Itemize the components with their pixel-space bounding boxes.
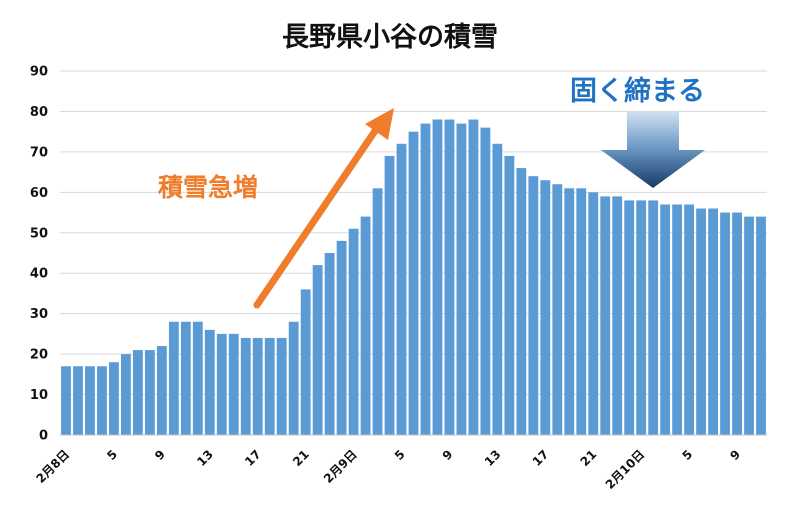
bar: [372, 188, 383, 435]
bar: [624, 200, 635, 435]
bar: [204, 329, 215, 435]
bar: [73, 366, 83, 435]
y-tick-label: 10: [30, 388, 48, 403]
bar: [408, 131, 419, 435]
bar: [516, 168, 527, 436]
x-axis: 2月8日 5 9 13 17 21 2月9日 5 9 13 17 21 2月10日 5 9: [33, 447, 743, 492]
x-tick-label: 2月9日: [321, 447, 360, 486]
bar: [456, 123, 467, 436]
compaction-annotation: 固く締まる: [570, 75, 705, 107]
bar: [180, 321, 191, 435]
y-tick-label: 30: [30, 307, 48, 322]
y-tick-label: 20: [30, 348, 48, 363]
bar: [444, 119, 455, 436]
bar: [288, 321, 299, 435]
bar: [756, 216, 766, 435]
bar: [504, 155, 515, 435]
bar: [264, 337, 275, 435]
bar: [744, 216, 754, 435]
surge-annotation: 積雪急増: [158, 173, 258, 202]
x-tick-label: 17: [530, 447, 552, 469]
bar: [660, 204, 671, 435]
bar: [228, 333, 239, 435]
bar: [312, 265, 323, 435]
x-tick-label: 5: [104, 447, 120, 463]
bar: [132, 350, 143, 435]
y-tick-label: 50: [30, 226, 48, 241]
x-tick-label: 2月8日: [33, 447, 72, 486]
y-tick-label: 60: [30, 186, 48, 201]
bar: [384, 155, 395, 435]
chart-title: 長野県小谷の積雪: [282, 22, 498, 53]
y-tick-label: 70: [30, 145, 48, 160]
x-tick-label: 9: [152, 447, 168, 463]
x-tick-label: 17: [242, 447, 264, 469]
bar-series: [61, 119, 766, 436]
bar: [552, 184, 563, 435]
x-tick-label: 2月10日: [603, 447, 648, 492]
bar: [564, 188, 575, 435]
bar: [480, 127, 491, 435]
bar: [528, 176, 539, 435]
y-tick-label: 40: [30, 267, 48, 282]
bar: [612, 196, 623, 435]
bar: [396, 143, 407, 436]
x-tick-label: 13: [194, 447, 216, 469]
bar: [144, 350, 155, 435]
x-tick-label: 21: [290, 447, 312, 469]
bar: [492, 143, 503, 436]
x-tick-label: 9: [440, 447, 456, 463]
bar: [576, 188, 587, 435]
bar: [732, 212, 742, 435]
bar: [300, 289, 311, 435]
bar: [156, 346, 167, 435]
x-tick-label: 13: [482, 447, 504, 469]
bar: [97, 366, 107, 435]
bar: [324, 253, 335, 435]
bar: [696, 208, 707, 435]
bar: [432, 119, 443, 436]
y-tick-label: 0: [39, 429, 48, 444]
compaction-arrow-icon: [601, 112, 705, 188]
y-tick-label: 80: [30, 105, 48, 120]
bar: [636, 200, 647, 435]
bar: [348, 228, 359, 435]
bar: [720, 212, 730, 435]
bar: [360, 216, 371, 435]
bar: [240, 337, 251, 435]
bar: [672, 204, 683, 435]
bar: [109, 362, 119, 435]
bar: [708, 208, 718, 435]
y-tick-label: 90: [30, 65, 48, 80]
bar: [540, 180, 551, 435]
x-tick-label: 5: [392, 447, 408, 463]
bar: [85, 366, 95, 435]
bar: [600, 196, 611, 435]
bar: [648, 200, 659, 435]
bar: [168, 321, 179, 435]
bar: [276, 337, 287, 435]
bar: [192, 321, 203, 435]
x-tick-label: 21: [578, 447, 600, 469]
y-axis: 0 10 20 30 40 50 60 70 80 90: [30, 65, 48, 444]
x-tick-label: 5: [679, 447, 695, 463]
bar: [61, 366, 71, 435]
bar: [588, 192, 599, 435]
bar: [684, 204, 695, 435]
bar: [120, 354, 131, 435]
bar: [336, 240, 347, 435]
bar: [252, 337, 263, 435]
bar: [216, 333, 227, 435]
x-tick-label: 9: [727, 447, 743, 463]
surge-arrow-icon: [253, 108, 394, 309]
bar: [468, 119, 479, 436]
bar: [420, 123, 431, 436]
